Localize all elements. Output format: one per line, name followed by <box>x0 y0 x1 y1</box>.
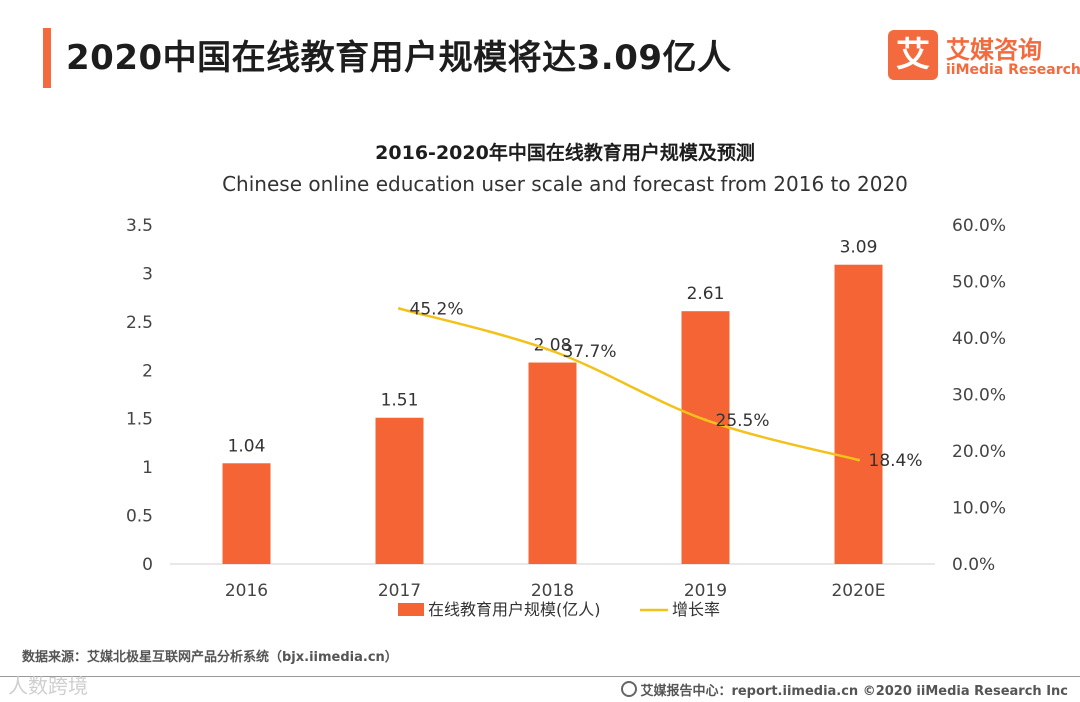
y-left-tick-label: 3.5 <box>126 216 153 236</box>
logo-name-en: iiMedia Research <box>946 62 1080 78</box>
bar-value-label: 3.09 <box>840 238 878 258</box>
y-left-tick-label: 1 <box>142 458 153 478</box>
y-right-tick-label: 10.0% <box>952 499 1006 519</box>
title-accent-bar <box>43 28 51 88</box>
growth-rate-label: 25.5% <box>716 411 770 431</box>
bar-value-label: 2.08 <box>534 336 572 356</box>
data-source: 数据来源：艾媒北极星互联网产品分析系统（bjx.iimedia.cn） <box>22 650 398 665</box>
bar-value-label: 1.04 <box>228 436 266 456</box>
bar <box>528 362 577 564</box>
x-tick-label: 2020E <box>831 581 885 601</box>
growth-rate-point <box>398 307 401 311</box>
x-tick-label: 2018 <box>531 581 574 601</box>
x-tick-label: 2016 <box>225 581 268 601</box>
logo-name-cn: 艾媒咨询 <box>946 36 1042 64</box>
bar <box>375 417 424 564</box>
y-left-tick-label: 0.5 <box>126 507 153 527</box>
growth-rate-label: 45.2% <box>410 300 464 320</box>
page-title: 2020中国在线教育用户规模将达3.09亿人 <box>66 38 732 78</box>
x-tick-label: 2019 <box>684 581 727 601</box>
footer-label: 艾媒报告中心：report.iimedia.cn ©2020 iiMedia R… <box>640 684 1068 699</box>
y-right-tick-label: 40.0% <box>952 329 1006 349</box>
growth-rate-point <box>704 418 707 422</box>
y-left-tick-label: 3 <box>142 264 153 284</box>
growth-rate-label: 18.4% <box>869 451 923 471</box>
y-left-tick-label: 1.5 <box>126 410 153 430</box>
x-tick-label: 2017 <box>378 581 421 601</box>
y-right-tick-label: 20.0% <box>952 442 1006 462</box>
growth-rate-point <box>551 349 554 353</box>
y-right-tick-label: 0.0% <box>952 555 995 575</box>
chart-title: 2016-2020年中国在线教育用户规模及预测 <box>375 142 755 164</box>
bar <box>834 264 883 564</box>
bar <box>681 311 730 564</box>
legend-bar-label: 在线教育用户规模(亿人) <box>428 600 601 619</box>
growth-rate-point <box>857 458 860 462</box>
growth-rate-line <box>399 307 859 462</box>
footer-text: 艾媒报告中心：report.iimedia.cn ©2020 iiMedia R… <box>621 680 1068 699</box>
logo-mark: 艾 <box>888 30 938 80</box>
y-right-tick-label: 30.0% <box>952 386 1006 406</box>
y-left-tick-label: 0 <box>142 555 153 575</box>
growth-rate-label: 37.7% <box>563 342 617 362</box>
y-right-tick-label: 60.0% <box>952 216 1006 236</box>
footer-divider <box>0 676 1080 677</box>
legend-line-label: 增长率 <box>672 600 720 619</box>
y-left-tick-label: 2.5 <box>126 313 153 333</box>
bar-value-label: 2.61 <box>687 284 725 304</box>
iimedia-logo: 艾 艾媒咨询 iiMedia Research <box>888 30 1080 82</box>
globe-icon <box>621 681 638 697</box>
combo-chart: 0 0.5 1 1.5 2 2.5 3 3.5 0.0% 10.0% 20.0% 30.0% 40.0%… <box>126 216 1006 619</box>
bar-value-label: 1.51 <box>381 391 419 411</box>
legend-bar-swatch <box>398 603 424 616</box>
y-right-tick-label: 50.0% <box>952 273 1006 293</box>
bar <box>222 463 271 564</box>
y-left-tick-label: 2 <box>142 361 153 381</box>
watermark: 人数跨境 <box>8 674 88 698</box>
chart-subtitle: Chinese online education user scale and … <box>222 172 908 196</box>
